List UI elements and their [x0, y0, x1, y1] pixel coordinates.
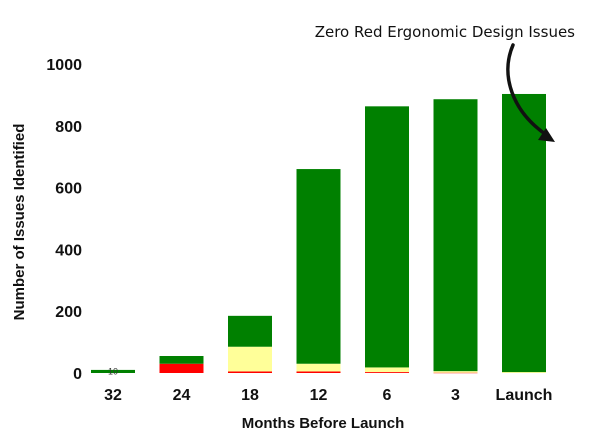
- annotation-text: Zero Red Ergonomic Design Issues: [315, 23, 575, 41]
- x-axis-title: Months Before Launch: [242, 415, 405, 432]
- x-tick-label: Launch: [496, 387, 553, 404]
- y-tick-label: 0: [73, 366, 82, 383]
- x-tick-label: 6: [383, 387, 392, 404]
- bar-segment: [433, 371, 478, 373]
- y-tick-label: 200: [55, 304, 82, 321]
- bar-segment: [91, 369, 135, 373]
- bar-segment: [365, 106, 409, 368]
- bar-segment: [296, 363, 341, 372]
- bar-segment: [296, 169, 341, 364]
- annotation-arrow-head: [538, 128, 555, 142]
- bar-segment: [159, 356, 204, 364]
- y-tick-label: 600: [55, 181, 82, 198]
- x-tick-label: 12: [310, 387, 328, 404]
- x-tick-label: 24: [173, 387, 191, 404]
- y-axis-title: Number of Issues Identified: [11, 124, 28, 321]
- annotation-arrow-shaft: [506, 43, 550, 138]
- bar-segment: [433, 372, 478, 374]
- bar-segment: [502, 93, 546, 373]
- bar-segment: [433, 99, 478, 372]
- bar-segment: [296, 371, 341, 373]
- bars: [91, 93, 546, 374]
- data-label: 10: [108, 366, 118, 376]
- bar-segment: [159, 363, 204, 373]
- bar-segment: [228, 346, 272, 372]
- bar-segment: [502, 372, 546, 373]
- y-tick-label: 400: [55, 242, 82, 259]
- x-tick-label: 18: [241, 387, 259, 404]
- bar-segment: [365, 372, 409, 373]
- y-tick-label: 1000: [46, 57, 82, 74]
- annotation: Zero Red Ergonomic Design Issues: [315, 23, 575, 142]
- bar-segment: [228, 315, 272, 347]
- data-labels: 10: [108, 366, 118, 376]
- x-tick-label: 32: [104, 387, 122, 404]
- y-axis-ticks: 0 200 400 600 800 1000: [46, 57, 82, 383]
- x-tick-label: 3: [451, 387, 460, 404]
- bar-segment: [365, 367, 409, 373]
- x-axis-ticks: 32 24 18 12 6 3 Launch: [104, 387, 552, 404]
- bar-segment: [228, 371, 272, 373]
- y-tick-label: 800: [55, 119, 82, 136]
